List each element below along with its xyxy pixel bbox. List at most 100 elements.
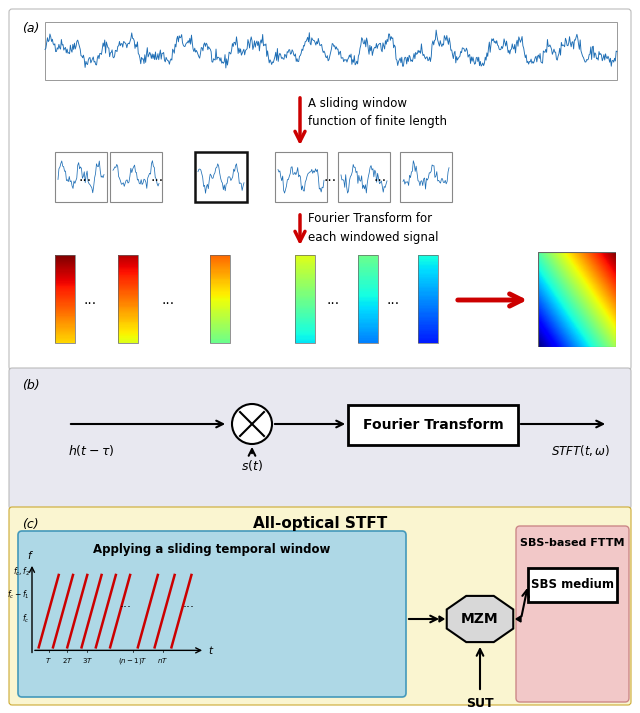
Bar <box>418 287 438 288</box>
Bar <box>418 337 438 338</box>
Bar <box>118 327 138 328</box>
Bar <box>358 297 378 298</box>
Bar <box>358 277 378 278</box>
Bar <box>295 256 315 257</box>
Bar <box>418 272 438 273</box>
Bar <box>295 294 315 296</box>
Bar <box>210 265 230 266</box>
Bar <box>210 284 230 286</box>
Bar <box>55 330 75 332</box>
Bar <box>210 342 230 343</box>
Bar <box>418 302 438 304</box>
FancyBboxPatch shape <box>18 531 406 697</box>
Bar <box>55 296 75 297</box>
Bar <box>295 342 315 343</box>
Bar <box>118 265 138 266</box>
Bar <box>295 299 315 300</box>
Bar <box>118 337 138 338</box>
Bar <box>418 306 438 307</box>
Bar <box>55 309 75 310</box>
Bar <box>295 318 315 319</box>
Bar <box>418 280 438 282</box>
Bar <box>55 342 75 343</box>
Bar <box>418 262 438 264</box>
Bar <box>295 331 315 332</box>
Bar <box>358 333 378 334</box>
Bar <box>295 322 315 324</box>
Bar <box>295 333 315 334</box>
Bar <box>118 260 138 261</box>
Bar <box>418 257 438 259</box>
Text: Applying a sliding temporal window: Applying a sliding temporal window <box>93 543 331 556</box>
Bar <box>358 255 378 343</box>
Bar <box>118 331 138 332</box>
Bar <box>418 270 438 272</box>
Bar <box>418 284 438 286</box>
Bar <box>418 332 438 334</box>
Bar <box>195 152 247 202</box>
Bar <box>118 307 138 308</box>
Bar <box>210 322 230 324</box>
Bar <box>210 334 230 336</box>
Bar <box>55 262 75 263</box>
Text: ...: ... <box>161 293 175 307</box>
Bar <box>118 258 138 260</box>
Bar <box>418 321 438 322</box>
Text: $h(t-\tau)$: $h(t-\tau)$ <box>68 443 115 458</box>
Bar <box>358 284 378 286</box>
Bar <box>118 312 138 314</box>
Bar <box>55 280 75 282</box>
Bar <box>55 321 75 322</box>
Bar <box>338 152 390 202</box>
Bar <box>210 260 230 261</box>
Bar <box>210 255 230 343</box>
Bar <box>118 327 138 329</box>
Bar <box>118 262 138 263</box>
Bar <box>418 342 438 343</box>
Bar <box>210 256 230 257</box>
Bar <box>118 311 138 312</box>
Bar <box>210 294 230 296</box>
Bar <box>118 332 138 334</box>
Bar <box>358 323 378 324</box>
Bar <box>418 331 438 332</box>
Bar <box>358 308 378 309</box>
Bar <box>358 296 378 297</box>
Bar <box>418 339 438 340</box>
Bar <box>118 334 138 336</box>
Bar <box>295 296 315 297</box>
Bar <box>55 274 75 275</box>
Bar <box>210 307 230 308</box>
Bar <box>295 272 315 273</box>
Bar <box>295 270 315 271</box>
Bar <box>358 289 378 290</box>
Bar <box>118 306 138 307</box>
Bar <box>358 267 378 269</box>
Bar <box>118 337 138 339</box>
Bar <box>210 290 230 292</box>
Bar <box>295 335 315 337</box>
Bar <box>418 312 438 314</box>
Bar <box>295 339 315 341</box>
Bar <box>358 258 378 260</box>
Bar <box>418 324 438 326</box>
Bar <box>118 319 138 320</box>
Bar <box>55 337 75 339</box>
Bar <box>55 290 75 292</box>
Bar <box>118 321 138 322</box>
Bar <box>295 255 315 257</box>
Bar <box>118 257 138 259</box>
Bar <box>295 301 315 302</box>
Bar <box>358 329 378 330</box>
Bar <box>358 299 378 300</box>
Bar <box>118 260 138 262</box>
Bar <box>295 274 315 275</box>
Bar <box>118 270 138 271</box>
Bar <box>358 290 378 292</box>
Bar <box>55 301 75 302</box>
Text: $T$: $T$ <box>45 657 52 665</box>
Bar <box>295 257 315 259</box>
Bar <box>118 282 138 284</box>
Bar <box>418 319 438 320</box>
Bar <box>55 320 75 322</box>
